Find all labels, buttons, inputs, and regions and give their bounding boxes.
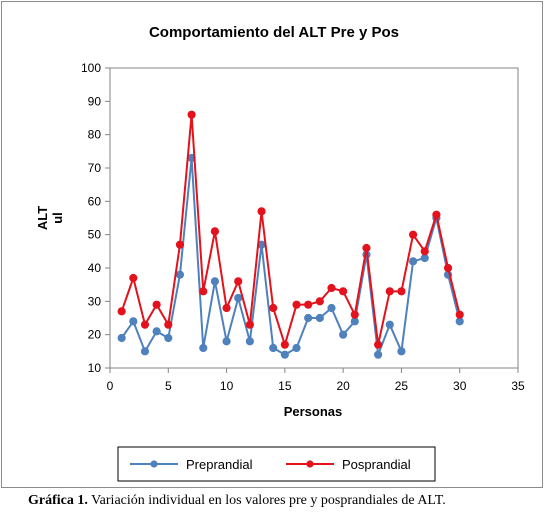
data-point	[327, 283, 336, 293]
data-point	[210, 227, 220, 236]
data-point	[455, 317, 464, 326]
data-point	[455, 310, 464, 319]
data-point	[164, 333, 173, 343]
data-point	[280, 350, 289, 359]
x-axis-label: Personas	[284, 404, 343, 419]
data-point	[245, 337, 254, 346]
data-point	[339, 330, 348, 339]
chart-title: Comportamiento del ALT Pre y Pos	[149, 24, 399, 41]
data-point	[152, 327, 161, 336]
data-point	[175, 270, 185, 279]
data-point	[269, 303, 278, 313]
data-point	[350, 310, 359, 319]
data-point	[304, 313, 313, 323]
data-point	[374, 340, 383, 349]
data-point	[117, 307, 126, 316]
caption-label: Gráfica 1.	[28, 493, 88, 508]
data-point	[315, 313, 324, 323]
data-point	[385, 287, 394, 296]
data-point	[315, 297, 324, 306]
line-chart: Comportamiento del ALT Pre y Pos 10 20 30 4…	[35, 24, 525, 482]
caption-text: Variación individual en los valores pre …	[87, 493, 446, 508]
legend-swatch-marker	[150, 460, 158, 468]
data-point	[129, 317, 138, 326]
y-tick-label: 60	[88, 194, 102, 208]
data-point	[234, 277, 243, 286]
data-point	[374, 350, 383, 359]
y-tick-label: 50	[88, 228, 102, 242]
data-point	[129, 273, 138, 283]
x-tick-label: 0	[107, 379, 114, 393]
data-point	[292, 343, 301, 353]
y-tick-label: 100	[81, 61, 101, 75]
y-axis-label-text: ALTul	[35, 206, 65, 230]
data-point	[152, 300, 161, 309]
data-point	[222, 303, 231, 313]
series-line	[120, 157, 461, 356]
data-point	[408, 230, 418, 239]
x-tick-label: 30	[453, 379, 467, 393]
data-point	[222, 337, 231, 346]
x-tick-label: 10	[220, 379, 234, 393]
chart-frame: Comportamiento del ALT Pre y Pos 10 20 30 4…	[1, 1, 543, 488]
y-tick-label: 40	[88, 261, 102, 275]
data-point	[408, 257, 418, 266]
legend-label: Preprandial	[186, 457, 253, 472]
legend-label: Posprandial	[342, 457, 411, 472]
data-point	[350, 317, 359, 326]
y-tick-label: 20	[88, 328, 102, 342]
plot-area	[109, 67, 519, 369]
y-axis-label: ALTul	[35, 206, 65, 230]
data-point	[245, 320, 254, 329]
data-point	[280, 340, 289, 349]
legend: Preprandial Posprandial	[117, 446, 436, 482]
series-posprandial	[117, 110, 464, 349]
data-point	[443, 263, 453, 273]
x-tick-label: 15	[278, 379, 292, 393]
data-point	[199, 287, 208, 296]
y-axis-label-line: ul	[50, 212, 65, 224]
x-tick-label: 5	[165, 379, 172, 393]
data-point	[164, 320, 173, 329]
axes: 10 20 30 40 50 60 70 80 90 100 0 5 10 15 20 25 30 35	[81, 61, 525, 393]
data-point	[327, 303, 336, 313]
x-tick-label: 25	[395, 379, 409, 393]
data-point	[199, 343, 208, 353]
data-point	[140, 320, 150, 329]
data-point	[187, 110, 196, 119]
data-point	[140, 347, 150, 356]
data-point	[234, 293, 243, 303]
data-point	[385, 320, 394, 329]
x-tick-label: 35	[511, 379, 525, 393]
data-point	[210, 277, 220, 286]
y-tick-label: 10	[88, 361, 102, 375]
y-tick-label: 70	[88, 161, 102, 175]
y-axis-label-line: ALT	[35, 206, 50, 230]
data-point	[420, 247, 429, 256]
data-point	[292, 300, 301, 309]
legend-swatch-marker	[306, 460, 314, 468]
series-line	[120, 113, 461, 346]
data-point	[397, 347, 406, 356]
data-point	[339, 287, 348, 296]
data-point	[257, 207, 266, 216]
series-layer	[117, 110, 464, 359]
data-point	[420, 253, 429, 263]
data-point	[362, 243, 371, 253]
y-tick-label: 30	[88, 294, 102, 308]
data-point	[397, 287, 406, 296]
data-point	[304, 300, 313, 309]
data-point	[175, 240, 185, 249]
data-point	[269, 343, 278, 353]
y-tick-label: 90	[88, 94, 102, 108]
data-point	[117, 333, 126, 343]
y-tick-label: 80	[88, 128, 102, 142]
figure-caption: Gráfica 1. Variación individual en los v…	[28, 493, 446, 509]
data-point	[432, 210, 441, 219]
x-tick-label: 20	[336, 379, 350, 393]
